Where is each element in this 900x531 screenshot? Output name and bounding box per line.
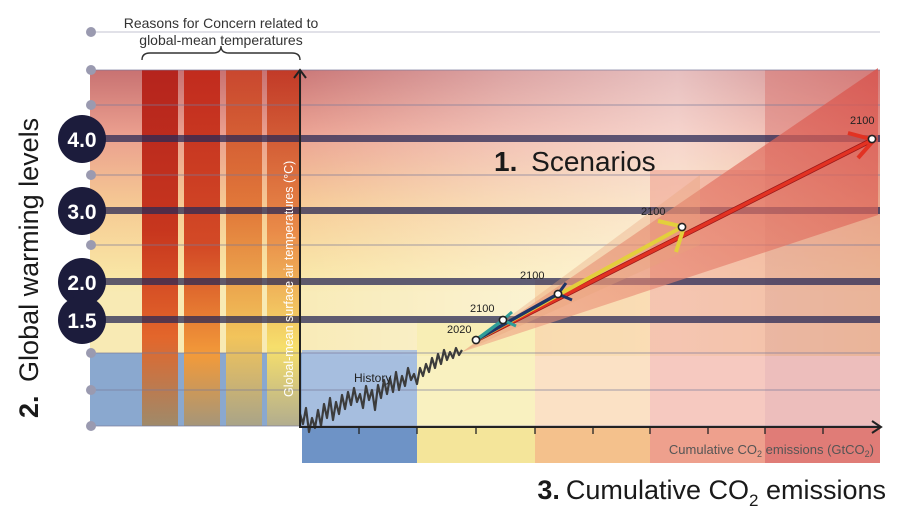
guide-dot <box>86 421 96 431</box>
rfc-header-line1: Reasons for Concern related to <box>124 15 319 31</box>
rfc-bracket <box>141 45 301 61</box>
cumulative-emissions-part1: Cumulative CO <box>566 475 749 505</box>
rfc-column-3 <box>226 70 262 426</box>
guide-dot <box>86 348 96 358</box>
year-label-2020: 2020 <box>447 324 471 336</box>
x-axis-label-part1: Cumulative CO <box>669 442 757 457</box>
guide-dot <box>86 100 96 110</box>
cumulative-emissions-title: 3. Cumulative CO2 emissions <box>537 475 886 510</box>
guide-dot <box>86 385 96 395</box>
badge-label-4-0: 4.0 <box>67 129 96 152</box>
rfc-header-line2: global-mean temperatures <box>139 32 302 48</box>
guide-dot <box>86 170 96 180</box>
y-axis-arrowhead <box>293 68 307 79</box>
warming-levels-title: 2. Global warming levels <box>14 118 44 418</box>
cumulative-emissions-part2: emissions <box>758 475 886 505</box>
year-label-mid-high: 2100 <box>641 206 665 218</box>
history-line <box>298 346 463 434</box>
history-label: History <box>354 371 391 385</box>
guide-dot <box>86 240 96 250</box>
cumulative-emissions-sub: 2 <box>749 491 758 510</box>
scenarios-number: 1. <box>494 146 517 177</box>
x-axis-label-sub2: 2 <box>865 449 870 459</box>
y-axis-label: Global-mean surface air temperatures (°C… <box>282 161 296 397</box>
level-line-4 <box>100 135 880 142</box>
x-ticks <box>358 427 824 434</box>
badge-1-5: 1.5 <box>58 296 106 344</box>
level-line-3 <box>100 207 880 214</box>
year-label-high: 2100 <box>850 115 874 127</box>
badge-label-1-5: 1.5 <box>67 310 97 333</box>
warming-levels-number: 2. <box>14 395 44 418</box>
level-line-2 <box>100 278 880 285</box>
year-label-low-mid: 2100 <box>520 270 544 282</box>
badge-label-3-0: 3.0 <box>67 201 96 224</box>
guide-dot <box>86 65 96 75</box>
x-axis-label-sub1: 2 <box>757 449 762 459</box>
scenario-markers <box>471 134 877 345</box>
x-axis-label: Cumulative CO2 emissions (GtCO2) <box>669 442 874 459</box>
emission-region-2 <box>417 318 535 426</box>
rfc-column-1 <box>142 70 178 426</box>
scenario-cone <box>462 68 878 352</box>
level-line-15 <box>100 316 880 323</box>
scenario-arrow-low-mid <box>474 292 560 342</box>
guide-dot <box>86 27 96 37</box>
x-axis-label-part2: emissions (GtCO <box>762 442 865 457</box>
rfc-column-2 <box>184 70 220 426</box>
warming-levels-label: Global warming levels <box>14 118 44 382</box>
badge-2-0: 2.0 <box>58 258 106 306</box>
badge-label-2-0: 2.0 <box>67 272 96 295</box>
scenario-arrow-high <box>474 138 874 342</box>
scenarios-title: 1. Scenarios <box>494 146 656 177</box>
rfc-column-4 <box>267 70 299 426</box>
cumulative-emissions-number: 3. <box>537 475 560 505</box>
scenario-cone-inner <box>462 175 700 352</box>
year-label-low: 2100 <box>470 303 494 315</box>
x-axis-arrowhead <box>871 420 883 434</box>
badge-3-0: 3.0 <box>58 187 106 235</box>
scenarios-label: Scenarios <box>531 146 656 177</box>
scenario-arrow-low <box>474 318 505 342</box>
x-axis-label-end: ) <box>870 442 874 457</box>
badge-4-0: 4.0 <box>58 115 106 163</box>
